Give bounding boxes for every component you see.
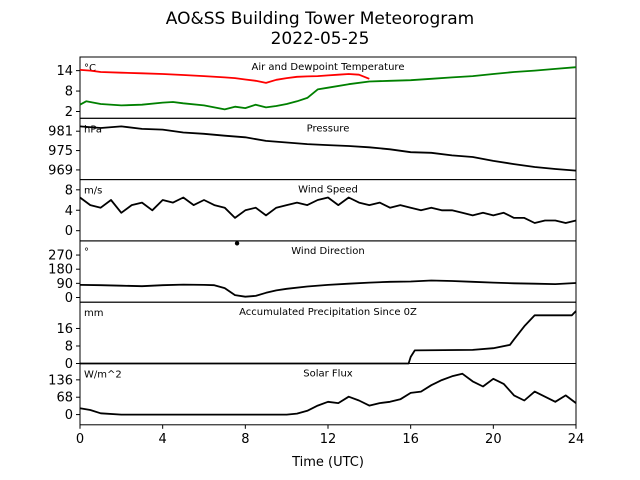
panel-6-series-1-line bbox=[79, 372, 577, 416]
panel-4-ytick-label: 0 bbox=[65, 291, 73, 306]
panel-1-ytick-label: 8 bbox=[65, 85, 73, 100]
panel-5-ytick-label: 8 bbox=[65, 339, 73, 354]
panel-4-unit-label: ° bbox=[84, 247, 89, 258]
panel-6-unit-label: W/m^2 bbox=[84, 370, 122, 381]
panel-1-ytick-label: 14 bbox=[56, 64, 73, 79]
x-tick-label: 24 bbox=[568, 432, 585, 447]
panel-2-series-1-line bbox=[79, 125, 577, 172]
panel-2-title: Pressure bbox=[307, 123, 350, 134]
chart-title: AO&SS Building Tower Meteorogram bbox=[166, 9, 474, 29]
x-tick-label: 0 bbox=[76, 432, 84, 447]
panel-4-ytick-label: 180 bbox=[48, 263, 73, 278]
panel-5-series-1-line bbox=[80, 310, 577, 365]
panel-3-ytick-label: 8 bbox=[65, 183, 73, 198]
x-tick-label: 8 bbox=[241, 432, 249, 447]
panel-6-ytick-label: 0 bbox=[65, 408, 73, 423]
panel-2-ytick-label: 981 bbox=[48, 125, 73, 140]
panel-3-ytick-label: 0 bbox=[65, 224, 73, 239]
panel-1-series-1-line bbox=[79, 69, 370, 84]
panel-3-unit-label: m/s bbox=[84, 186, 102, 197]
panel-4-series-1-line bbox=[79, 279, 577, 298]
panel-6-ytick-label: 68 bbox=[56, 391, 73, 406]
panel-6-title: Solar Flux bbox=[303, 369, 353, 380]
panel-2-ytick-label: 969 bbox=[48, 163, 73, 178]
panel-2-ytick-label: 975 bbox=[48, 144, 73, 159]
panel-1-unit-label: °C bbox=[84, 63, 96, 74]
panel-4-ytick-label: 90 bbox=[56, 277, 73, 292]
panel-5-title: Accumulated Precipitation Since 0Z bbox=[239, 307, 417, 318]
panel-1-ytick-label: 2 bbox=[65, 105, 73, 120]
panel-4-series-2-point bbox=[234, 241, 240, 246]
panels-group: 2 8 14 °C Air and Dewpoint Temperature 969 975… bbox=[48, 56, 585, 447]
x-axis-label: Time (UTC) bbox=[291, 455, 364, 470]
panel-3-series-1-line bbox=[79, 196, 577, 224]
x-tick-label: 12 bbox=[320, 432, 337, 447]
panel-3-title: Wind Speed bbox=[298, 185, 358, 196]
panel-5-unit-label: mm bbox=[84, 308, 103, 319]
panel-4-ytick-label: 270 bbox=[48, 249, 73, 264]
x-tick-label: 4 bbox=[159, 432, 167, 447]
panel-5-ytick-label: 16 bbox=[56, 322, 73, 337]
panel-1-title: Air and Dewpoint Temperature bbox=[252, 62, 405, 73]
panel-6-ytick-label: 136 bbox=[48, 373, 73, 388]
panel-4-title: Wind Direction bbox=[291, 246, 365, 257]
panel-5-ytick-label: 0 bbox=[65, 357, 73, 372]
chart-date: 2022-05-25 bbox=[271, 29, 370, 49]
panel-1-series-2-line bbox=[79, 66, 577, 111]
x-tick-label: 20 bbox=[485, 432, 502, 447]
x-tick-label: 16 bbox=[402, 432, 419, 447]
panel-3-ytick-label: 4 bbox=[65, 204, 73, 219]
panel-2-unit-label: hPa bbox=[84, 124, 102, 135]
